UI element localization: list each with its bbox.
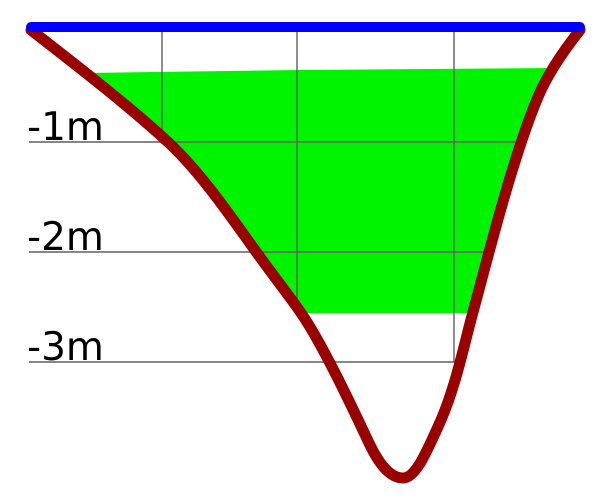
depth-label-2m: -2m bbox=[27, 215, 104, 260]
depth-label-3m: -3m bbox=[27, 325, 104, 370]
bed-profile-curve bbox=[25, 24, 586, 484]
depth-label-1m: -1m bbox=[27, 105, 104, 150]
depth-labels: -1m -2m -3m bbox=[27, 105, 104, 370]
